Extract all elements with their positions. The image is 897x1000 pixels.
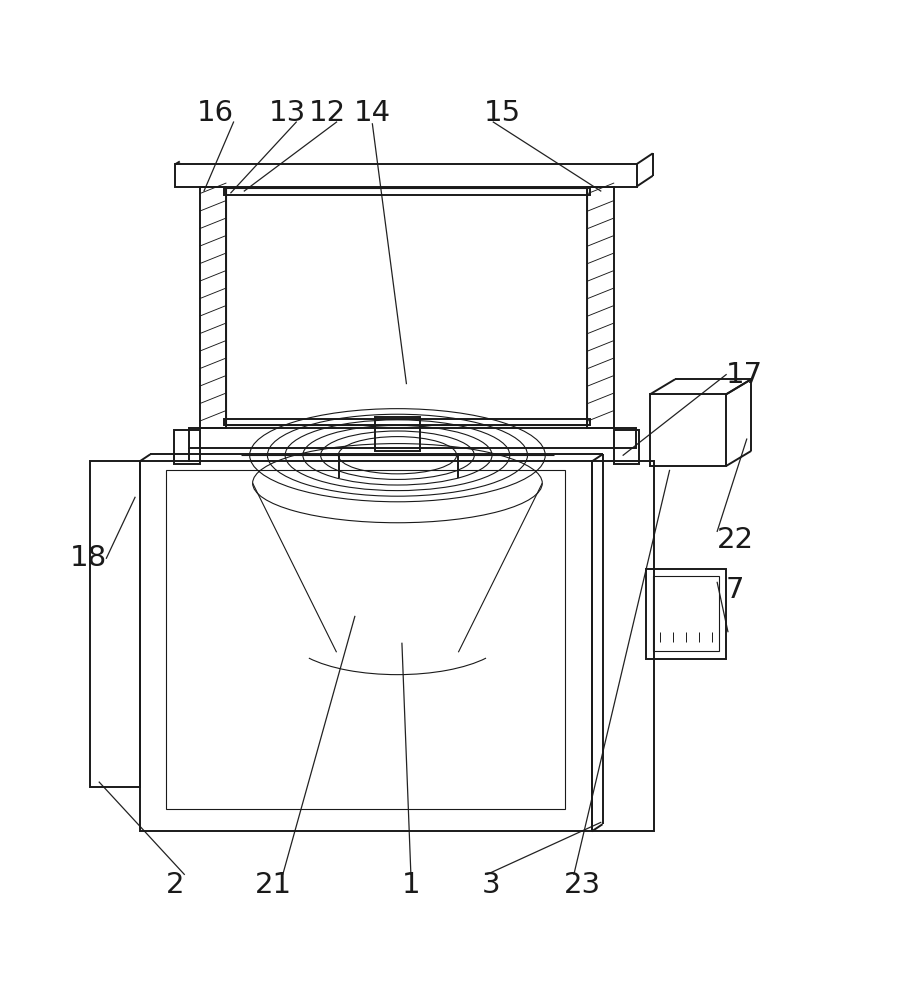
Bar <box>226 188 588 425</box>
Text: 16: 16 <box>197 99 234 127</box>
Bar <box>375 417 420 451</box>
Text: 22: 22 <box>717 526 753 554</box>
Bar <box>650 394 727 466</box>
Bar <box>653 576 719 651</box>
Bar <box>166 470 565 809</box>
Bar <box>91 461 140 787</box>
Bar <box>188 428 636 448</box>
Bar <box>140 461 592 831</box>
Bar <box>223 188 590 195</box>
Text: 7: 7 <box>726 576 745 604</box>
Text: 2: 2 <box>166 871 185 899</box>
Text: 15: 15 <box>483 99 521 127</box>
Bar <box>223 419 590 425</box>
Bar <box>592 461 655 831</box>
Text: 1: 1 <box>402 871 420 899</box>
Bar <box>174 430 199 464</box>
Text: 13: 13 <box>269 99 306 127</box>
Bar <box>175 164 637 187</box>
Text: 17: 17 <box>726 361 762 389</box>
Text: 14: 14 <box>353 99 391 127</box>
Text: 12: 12 <box>309 99 346 127</box>
Bar <box>588 187 614 428</box>
Text: 3: 3 <box>483 871 501 899</box>
Bar <box>614 430 640 464</box>
Text: 18: 18 <box>70 544 107 572</box>
Text: 21: 21 <box>256 871 292 899</box>
Text: 23: 23 <box>564 871 601 899</box>
Bar <box>646 569 727 659</box>
Bar <box>199 187 226 428</box>
